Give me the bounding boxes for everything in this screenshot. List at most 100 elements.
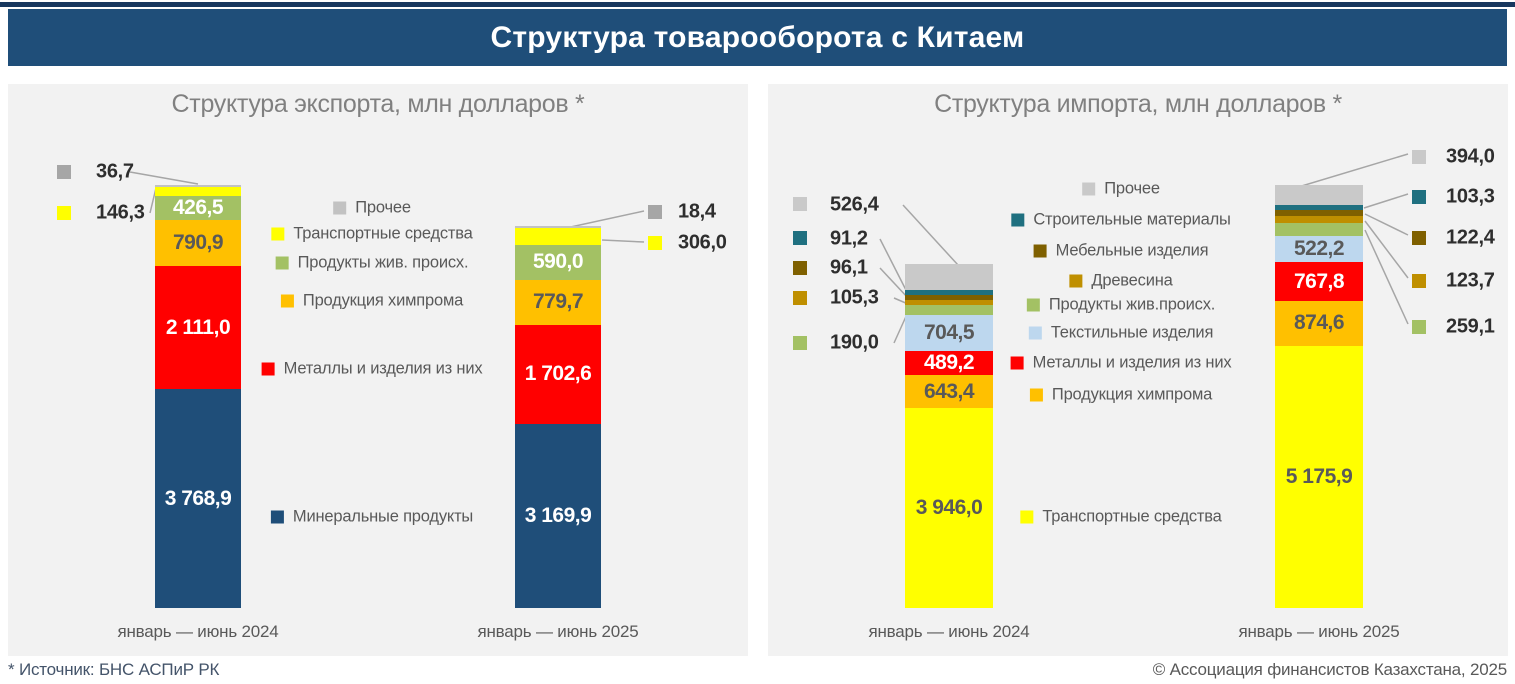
legend-marker — [1082, 182, 1096, 196]
bar-segment-import: 874,6 — [1275, 301, 1363, 346]
bar-segment-import — [905, 305, 993, 315]
import-chart-panel: Структура импорта, млн долларов * 3 946,… — [768, 84, 1508, 656]
legend-marker — [270, 510, 284, 524]
callout-value-label: 18,4 — [678, 200, 716, 223]
legend-label: Транспортные средства — [293, 224, 473, 243]
callout-marker — [648, 205, 662, 219]
bar-segment-import: 3 946,0 — [905, 407, 993, 608]
callout-value-label: 146,3 — [96, 201, 145, 224]
bar-segment-export: 590,0 — [515, 245, 601, 280]
bar-value-label: 5 175,9 — [1285, 464, 1353, 488]
legend-label: Текстильные изделия — [1050, 323, 1214, 342]
legend-item: Продукты жив. происх. — [275, 254, 469, 273]
callout-value-label: 526,4 — [830, 193, 879, 216]
legend-marker — [1020, 510, 1034, 524]
bar-segment-import: 522,2 — [1275, 235, 1363, 263]
callout-value-label: 259,1 — [1446, 315, 1495, 338]
bar-value-label: 1 702,6 — [524, 362, 592, 386]
bar-value-label: 2 111,0 — [165, 315, 231, 339]
bar-segment-export — [155, 185, 241, 188]
bar-segment-import: 5 175,9 — [1275, 345, 1363, 608]
main-title-banner: Структура товарооборота с Китаем — [8, 9, 1507, 66]
legend-label: Металлы и изделия из них — [283, 359, 483, 378]
bar-segment-import — [1275, 222, 1363, 236]
callout-marker — [793, 231, 807, 245]
bar-segment-import — [905, 290, 993, 295]
category-label: январь — июнь 2025 — [1238, 622, 1400, 641]
bar-value-label: 3 946,0 — [915, 495, 983, 519]
bar-value-label: 590,0 — [532, 250, 584, 274]
legend-item: Минеральные продукты — [270, 507, 474, 527]
callout-marker — [57, 165, 71, 179]
callout-value-label: 123,7 — [1446, 269, 1495, 292]
callout-marker — [1412, 231, 1426, 245]
bar-value-label: 489,2 — [923, 350, 975, 374]
copyright-note: © Ассоциация финансистов Казахстана, 202… — [1152, 660, 1507, 679]
callout-value-label: 105,3 — [830, 286, 879, 309]
callout-value-label: 190,0 — [830, 331, 879, 354]
bar-segment-import — [1275, 216, 1363, 223]
legend-item: Продукция химпрома — [280, 292, 463, 311]
bar-segment-import: 643,4 — [905, 375, 993, 408]
export-chart-canvas: 3 768,9 2 111,0 790,9 426,5 январь — июнь 20… — [8, 84, 748, 656]
bar-segment-export: 2 111,0 — [155, 266, 241, 389]
callout-marker — [1412, 150, 1426, 164]
bar-value-label: 790,9 — [172, 231, 224, 255]
legend-item: Прочее — [1082, 180, 1160, 199]
callout-marker — [793, 197, 807, 211]
bar-value-label: 426,5 — [172, 196, 224, 219]
legend-label: Транспортные средства — [1042, 507, 1222, 526]
bar-segment-import — [1275, 210, 1363, 217]
bar-segment-export: 3 768,9 — [155, 389, 241, 608]
legend-item: Продукция химпрома — [1029, 385, 1213, 405]
legend-item: Металлы и изделия из них — [1010, 354, 1232, 373]
category-label: январь — июнь 2025 — [477, 622, 639, 641]
legend-marker — [1069, 274, 1083, 288]
legend-item: Транспортные средства — [1020, 507, 1222, 527]
callout-value-label: 306,0 — [678, 231, 727, 254]
bar-segment-import — [905, 263, 993, 291]
export-chart-title: Структура экспорта, млн долларов * — [171, 90, 585, 118]
legend-item: Мебельные изделия — [1033, 241, 1209, 261]
legend-marker — [1033, 244, 1047, 258]
legend-item: Прочее — [333, 199, 411, 218]
legend-marker — [275, 256, 289, 270]
bar-value-label: 643,4 — [923, 379, 975, 403]
legend-marker — [261, 362, 275, 376]
bar-value-label: 3 169,9 — [524, 503, 592, 527]
legend-item: Металлы и изделия из них — [261, 359, 483, 379]
callout-value-label: 122,4 — [1446, 226, 1495, 249]
category-label: январь — июнь 2024 — [868, 622, 1030, 641]
bar-segment-export: 426,5 — [155, 195, 241, 221]
callout-marker — [1412, 274, 1426, 288]
legend-item: Продукты жив.происх. — [1026, 296, 1215, 315]
legend-item: Транспортные средства — [271, 224, 473, 244]
legend-label: Прочее — [1104, 179, 1160, 198]
callout-value-label: 394,0 — [1446, 145, 1495, 168]
callout-value-label: 96,1 — [830, 256, 868, 279]
callout-marker — [1412, 320, 1426, 334]
legend-label: Мебельные изделия — [1055, 241, 1209, 260]
callout-marker — [793, 291, 807, 305]
bar-segment-import: 704,5 — [905, 314, 993, 351]
bar-segment-import — [905, 299, 993, 306]
callout-value-label: 91,2 — [830, 227, 868, 250]
legend-marker — [1028, 326, 1042, 340]
bar-value-label: 874,6 — [1293, 311, 1345, 335]
callout-marker — [793, 261, 807, 275]
bar-segment-export: 779,7 — [515, 279, 601, 325]
legend-item: Строительные материалы — [1011, 211, 1231, 230]
bar-segment-import: 767,8 — [1275, 262, 1363, 302]
bar-value-label: 704,5 — [923, 320, 975, 344]
callout-marker — [793, 336, 807, 350]
callout-marker — [1412, 190, 1426, 204]
legend-label: Древесина — [1091, 271, 1173, 290]
import-chart-title: Структура импорта, млн долларов * — [934, 90, 1342, 118]
legend-label: Минеральные продукты — [292, 507, 474, 526]
callout-value-label: 36,7 — [96, 160, 134, 183]
bar-segment-export — [515, 227, 601, 246]
legend-marker — [1029, 388, 1043, 402]
legend-label: Продукция химпрома — [1051, 385, 1213, 404]
legend-item: Древесина — [1069, 271, 1173, 291]
